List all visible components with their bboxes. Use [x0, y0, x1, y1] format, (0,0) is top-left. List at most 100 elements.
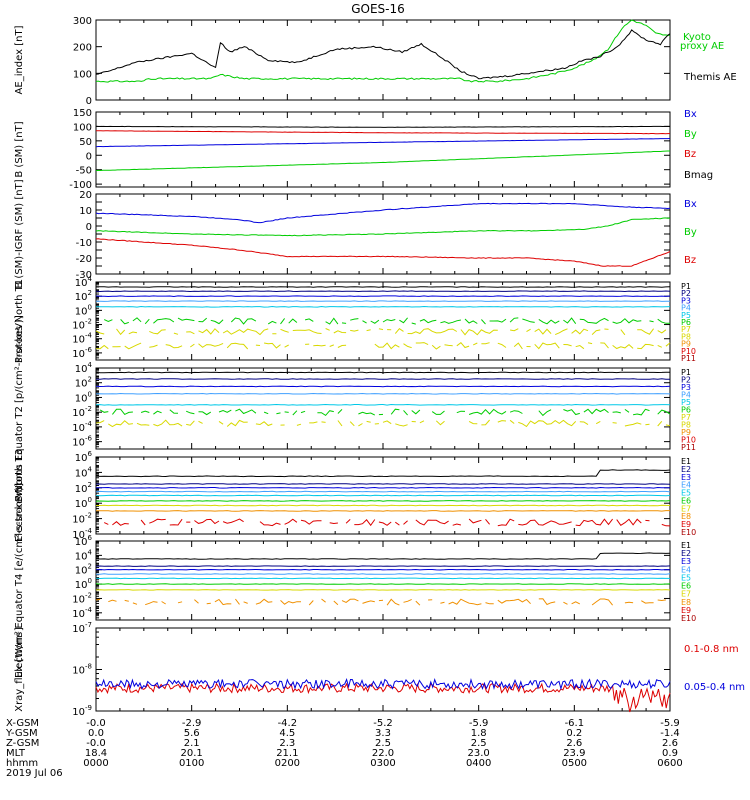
- channel-label: P5: [681, 311, 691, 320]
- x-axis-value: 0.9: [662, 748, 678, 759]
- x-axis-row-label: Z-GSM: [6, 738, 39, 749]
- x-axis-value: 0600: [657, 758, 682, 769]
- x-axis-value: -0.0: [86, 718, 106, 729]
- y-tick-label: 10-9: [72, 704, 92, 718]
- series-kyoto-proxy-ae: [95, 19, 671, 83]
- channel-line-1: [95, 469, 671, 478]
- channel-label: P7: [681, 325, 691, 334]
- series-bmag: [95, 125, 670, 128]
- channel-line-4: [95, 490, 671, 493]
- channel-line-3: [95, 295, 671, 298]
- y-axis-label: Protons North T1: [14, 279, 25, 363]
- y-tick-label: 10-2: [72, 405, 92, 419]
- channel-line-4: [96, 573, 671, 575]
- x-axis-value: 0.0: [88, 728, 104, 739]
- y-tick-label: -10: [76, 238, 92, 249]
- channel-label: E3: [681, 557, 691, 566]
- y-tick-label: 10-6: [72, 346, 92, 360]
- y-tick-label: 10-4: [72, 420, 92, 434]
- series-bx: [95, 202, 671, 224]
- y-axis-label: AE_index [nT]: [14, 25, 25, 94]
- channel-line-6: [95, 583, 671, 585]
- channel-line-4: [95, 392, 671, 395]
- legend-item: Bx: [684, 199, 697, 210]
- x-axis-row-label: 2019 Jul 06: [6, 768, 63, 779]
- y-axis-label: Electrons North T3: [14, 449, 25, 542]
- x-axis-value: -1.4: [660, 728, 680, 739]
- channel-line-5: [95, 403, 671, 406]
- y-tick-label: 10-4: [72, 332, 92, 346]
- y-tick-label: -20: [76, 254, 92, 265]
- y-axis-label: Xray_flux [W/m²]: [14, 627, 25, 712]
- legend-item: 0.1-0.8 nm: [684, 644, 739, 655]
- legend-item: Bz: [684, 255, 696, 266]
- y-tick-label: 100: [75, 303, 92, 317]
- legend-item: Bmag: [684, 170, 713, 181]
- channel-label: E3: [681, 473, 691, 482]
- series-by: [95, 150, 670, 172]
- x-axis-value: 4.5: [279, 728, 295, 739]
- channel-label: P2: [681, 376, 691, 385]
- channel-label: E4: [681, 565, 691, 574]
- y-tick-label: 10-8: [72, 663, 92, 677]
- x-axis-value: 2.6: [566, 738, 582, 749]
- series-bz: [95, 130, 671, 135]
- y-tick-label: 106: [75, 450, 93, 464]
- channel-label: E1: [681, 457, 691, 466]
- channel-line-7: [95, 419, 671, 428]
- y-tick-label: 0: [86, 151, 92, 162]
- x-axis-value: 20.1: [181, 748, 203, 759]
- channel-label: E10: [681, 614, 696, 623]
- y-axis-label: B (SM) [nT]: [14, 121, 25, 177]
- channel-line-8: [95, 342, 671, 350]
- x-axis-row-label: X-GSM: [6, 718, 39, 729]
- x-axis-value: 5.6: [184, 728, 200, 739]
- x-axis-value: -2.9: [182, 718, 202, 729]
- y-tick-label: -50: [76, 166, 92, 177]
- plot-title: GOES-16: [351, 2, 405, 16]
- x-axis-value: 0400: [466, 758, 491, 769]
- x-axis-value: -5.9: [660, 718, 680, 729]
- y-tick-label: 10-6: [72, 435, 92, 449]
- x-axis-value: -5.9: [469, 718, 489, 729]
- x-axis-value: 2.3: [279, 738, 295, 749]
- series-0-1-0-8-nm: [95, 682, 671, 713]
- channel-line-8: [95, 510, 670, 512]
- y-tick-label: 20: [79, 190, 92, 201]
- channel-label: P9: [681, 428, 691, 437]
- channel-line-7: [96, 504, 671, 507]
- series-bz: [95, 238, 671, 267]
- series-by: [95, 217, 671, 237]
- y-tick-label: 10-4: [72, 527, 92, 541]
- y-tick-label: 300: [73, 16, 92, 27]
- y-tick-label: 10-2: [72, 591, 92, 605]
- channel-label: P2: [681, 289, 691, 298]
- x-axis-value: -5.2: [373, 718, 393, 729]
- channel-line-9: [103, 518, 671, 527]
- channel-label: P6: [681, 318, 691, 327]
- x-axis-row-label: Y-GSM: [5, 728, 38, 739]
- y-axis-label: Protons Equator T2 [p/(cm²-s-sr-keV)]: [14, 315, 25, 502]
- channel-label: P3: [681, 383, 691, 392]
- channel-label: P6: [681, 406, 691, 415]
- legend-item: Bz: [684, 149, 696, 160]
- y-tick-label: 0: [86, 96, 92, 107]
- channel-line-2: [95, 565, 671, 567]
- y-tick-label: 10: [79, 206, 92, 217]
- y-tick-label: 10-7: [72, 621, 92, 635]
- y-tick-label: 10-4: [72, 606, 92, 620]
- channel-label: E6: [681, 496, 691, 505]
- y-tick-label: 100: [73, 122, 92, 133]
- x-axis-value: 18.4: [85, 748, 107, 759]
- channel-label: E6: [681, 582, 691, 591]
- legend-item: By: [684, 227, 697, 238]
- channel-label: P5: [681, 398, 691, 407]
- channel-label: P9: [681, 340, 691, 349]
- legend-item: proxy AE: [680, 41, 724, 52]
- channel-label: P3: [681, 296, 691, 305]
